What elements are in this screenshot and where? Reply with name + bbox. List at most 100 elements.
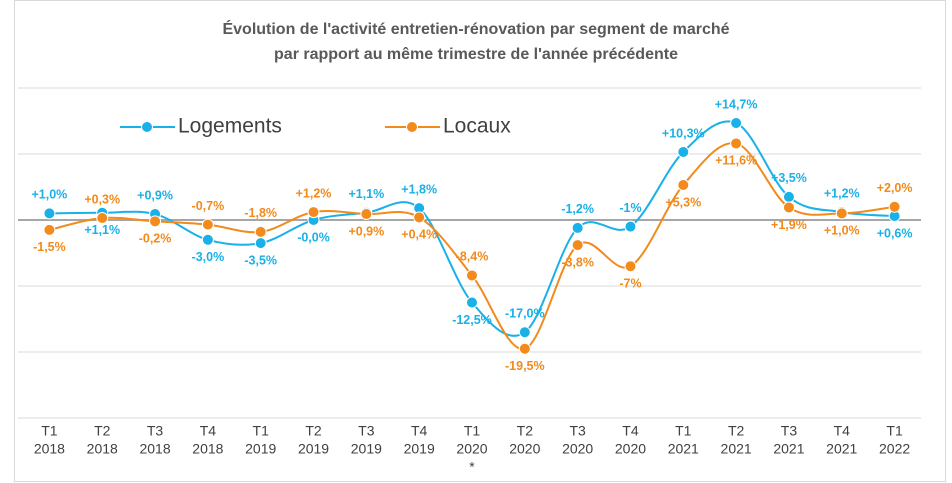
data-label: +1,2%	[824, 186, 860, 200]
x-tick-label: 2018	[139, 441, 170, 457]
chart-border	[14, 0, 946, 482]
x-tick-label: T2	[728, 423, 745, 439]
marker	[730, 116, 743, 129]
x-tick-label: 2018	[34, 441, 65, 457]
x-tick-label: 2021	[668, 441, 699, 457]
x-tick-label: T3	[147, 423, 164, 439]
x-tick-label: T3	[358, 423, 375, 439]
marker	[782, 190, 795, 203]
data-label: -0,0%	[297, 230, 330, 244]
marker	[466, 296, 478, 309]
data-label: +1,0%	[824, 224, 860, 238]
marker	[96, 212, 109, 225]
data-label: +1,0%	[32, 188, 68, 202]
marker	[254, 237, 267, 250]
marker	[730, 137, 743, 150]
x-tick-label: 2019	[351, 441, 382, 457]
x-tick-label: 2021	[773, 441, 804, 457]
data-label: -1%	[619, 201, 641, 215]
marker	[888, 200, 901, 213]
marker	[254, 225, 267, 238]
x-tick-label: T3	[569, 423, 586, 439]
data-label: +0,9%	[137, 188, 173, 202]
data-label: +0,3%	[84, 192, 120, 206]
data-label: -0,2%	[139, 232, 172, 246]
marker	[677, 179, 690, 192]
data-label: -1,2%	[561, 202, 594, 216]
data-label: -3,0%	[192, 250, 225, 264]
x-tick-label: 2020	[456, 441, 487, 457]
marker	[413, 211, 426, 224]
x-tick-label: 2022	[879, 441, 910, 457]
data-label: +3,5%	[771, 171, 807, 185]
x-tick-label: T2	[305, 423, 322, 439]
x-tick-label: T4	[834, 423, 851, 439]
data-label: +10,3%	[662, 126, 705, 140]
chart-title: Évolution de l'activité entretien-rénova…	[222, 19, 729, 38]
legend-label: Logements	[178, 115, 282, 138]
marker	[571, 221, 584, 234]
data-label: -17,0%	[505, 306, 545, 320]
legend-marker	[141, 121, 153, 133]
data-label: +0,4%	[401, 228, 437, 242]
x-tick-label: T3	[781, 423, 798, 439]
marker	[835, 207, 848, 220]
data-label: +1,9%	[771, 218, 807, 232]
marker	[518, 342, 531, 355]
marker	[43, 207, 56, 220]
x-tick-label: 2021	[826, 441, 857, 457]
x-tick-label: 2020	[509, 441, 540, 457]
x-tick-label: 2020	[562, 441, 593, 457]
marker	[677, 146, 690, 159]
marker	[782, 201, 795, 214]
x-tick-label: 2018	[192, 441, 223, 457]
data-label: +2,0%	[877, 181, 913, 195]
x-tick-label: T4	[200, 423, 217, 439]
x-tick-label: 2019	[298, 441, 329, 457]
x-tick-label: 2019	[404, 441, 435, 457]
data-label: -1,8%	[244, 206, 277, 220]
marker	[43, 223, 56, 236]
marker	[624, 220, 637, 233]
x-tick-label: T2	[517, 423, 534, 439]
data-label: +1,2%	[296, 186, 332, 200]
x-tick-label: T4	[411, 423, 428, 439]
data-label: +0,9%	[348, 224, 384, 238]
chart-title: par rapport au même trimestre de l'année…	[274, 46, 678, 63]
data-label: +5,3%	[665, 195, 701, 209]
x-tick-label: T4	[622, 423, 639, 439]
marker	[149, 215, 162, 228]
data-label: -0,7%	[192, 199, 225, 213]
legend-marker	[406, 121, 418, 133]
data-label: -1,5%	[33, 240, 66, 254]
marker	[466, 269, 478, 282]
x-tick-label: 2018	[87, 441, 118, 457]
data-label: -12,5%	[452, 313, 492, 327]
marker	[624, 260, 637, 273]
x-tick-label: T2	[94, 423, 111, 439]
data-label: +1,8%	[401, 182, 437, 196]
marker	[307, 206, 320, 219]
x-tick-label: T1	[464, 423, 481, 439]
x-tick-label: T1	[41, 423, 58, 439]
marker	[360, 208, 373, 221]
marker	[518, 326, 531, 339]
legend-label: Locaux	[443, 115, 511, 138]
x-tick-label: 2019	[245, 441, 276, 457]
data-label: -3,8%	[561, 255, 594, 269]
data-label: +0,6%	[877, 226, 913, 240]
x-tick-label: 2021	[721, 441, 752, 457]
data-label: -19,5%	[505, 359, 545, 373]
x-tick-label: T1	[253, 423, 270, 439]
data-label: +1,1%	[84, 223, 120, 237]
marker	[201, 233, 214, 246]
marker	[201, 218, 214, 231]
x-tick-label: *	[469, 459, 475, 475]
data-label: +11,6%	[715, 154, 757, 168]
data-label: +1,1%	[348, 187, 384, 201]
data-label: +14,7%	[715, 97, 758, 111]
data-label: -3,5%	[244, 253, 277, 267]
x-tick-label: 2020	[615, 441, 646, 457]
x-tick-label: T1	[675, 423, 692, 439]
marker	[571, 239, 584, 252]
